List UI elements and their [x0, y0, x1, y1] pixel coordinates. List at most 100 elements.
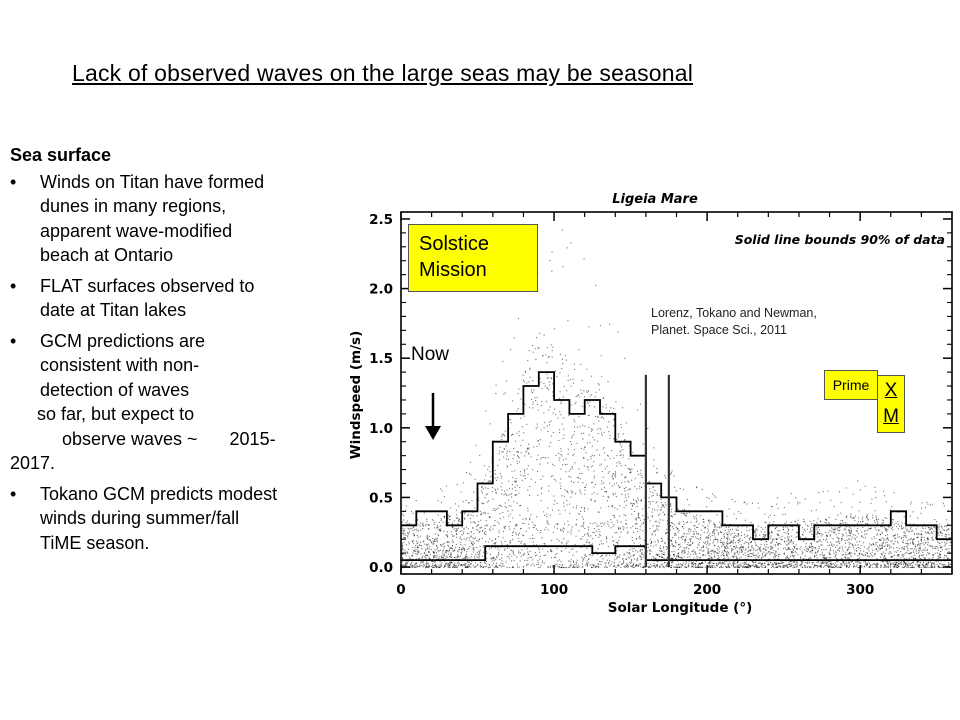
scatter-point [893, 492, 895, 494]
scatter-point [713, 532, 715, 534]
scatter-point [500, 477, 502, 479]
scatter-point [477, 524, 479, 526]
scatter-point [644, 566, 646, 568]
scatter-point [803, 565, 805, 567]
scatter-point [647, 543, 649, 545]
scatter-point [560, 414, 562, 416]
scatter-point [879, 545, 881, 547]
scatter-point [887, 562, 889, 564]
scatter-point [916, 561, 918, 563]
scatter-point [700, 515, 702, 517]
scatter-point [460, 511, 462, 513]
scatter-point [520, 504, 522, 506]
scatter-point [662, 519, 664, 521]
scatter-point [819, 539, 821, 541]
scatter-point [897, 542, 899, 544]
scatter-point [746, 526, 748, 528]
scatter-point [663, 546, 665, 548]
scatter-point [851, 543, 853, 545]
scatter-point [670, 561, 672, 563]
scatter-point [609, 482, 611, 484]
scatter-point [737, 547, 739, 549]
scatter-point [607, 546, 609, 548]
scatter-point [780, 560, 782, 562]
scatter-point [404, 536, 406, 538]
scatter-point [583, 508, 585, 510]
scatter-point [924, 549, 926, 551]
scatter-point [723, 562, 725, 564]
scatter-point [597, 548, 599, 550]
scatter-point [581, 507, 583, 509]
scatter-point [925, 506, 927, 508]
scatter-point [420, 561, 422, 563]
scatter-point [870, 544, 872, 546]
scatter-point [850, 517, 852, 519]
scatter-point [425, 554, 427, 556]
scatter-point [493, 559, 495, 561]
scatter-point [855, 530, 857, 532]
scatter-point [693, 557, 695, 559]
scatter-point [599, 454, 601, 456]
scatter-point [594, 396, 596, 398]
scatter-point [616, 550, 618, 552]
scatter-point [592, 553, 594, 555]
scatter-point [885, 548, 887, 550]
scatter-point [562, 363, 564, 365]
scatter-point [790, 493, 792, 495]
scatter-point [682, 535, 684, 537]
scatter-point [448, 565, 450, 567]
scatter-point [869, 553, 871, 555]
scatter-point [906, 545, 908, 547]
scatter-point [728, 557, 730, 559]
scatter-point [445, 534, 447, 536]
scatter-point [838, 549, 840, 551]
scatter-point [441, 490, 443, 492]
scatter-point [442, 550, 444, 552]
scatter-point [821, 534, 823, 536]
scatter-point [658, 525, 660, 527]
scatter-point [522, 439, 524, 441]
bullet-dunes: • Winds on Titan have formed dunes in ma… [10, 170, 350, 268]
scatter-point [851, 506, 853, 508]
scatter-point [560, 528, 562, 530]
scatter-point [758, 567, 760, 569]
scatter-point [911, 552, 913, 554]
scatter-point [885, 542, 887, 544]
scatter-point [886, 537, 888, 539]
scatter-point [506, 466, 508, 468]
scatter-point [828, 516, 830, 518]
scatter-point [518, 537, 520, 539]
scatter-point [440, 565, 442, 567]
scatter-point [854, 553, 856, 555]
scatter-point [620, 426, 622, 428]
scatter-point [607, 426, 609, 428]
scatter-point [402, 558, 404, 560]
scatter-point [458, 520, 460, 522]
scatter-point [527, 448, 529, 450]
scatter-point [764, 554, 766, 556]
scatter-point [577, 481, 579, 483]
scatter-point [632, 564, 634, 566]
scatter-point [558, 397, 560, 399]
scatter-point [877, 529, 879, 531]
scatter-point [665, 548, 667, 550]
scatter-point [529, 538, 531, 540]
scatter-point [752, 552, 754, 554]
scatter-point [739, 541, 741, 543]
scatter-point [544, 422, 546, 424]
scatter-point [627, 565, 629, 567]
scatter-point [447, 517, 449, 519]
scatter-point [852, 544, 854, 546]
scatter-point [780, 566, 782, 568]
scatter-point [837, 537, 839, 539]
scatter-point [585, 484, 587, 486]
scatter-point [559, 372, 561, 374]
scatter-point [597, 428, 599, 430]
scatter-point [805, 537, 807, 539]
scatter-point [613, 414, 615, 416]
scatter-point [911, 566, 913, 568]
scatter-point [453, 566, 455, 568]
scatter-point [403, 519, 405, 521]
scatter-point [828, 566, 830, 568]
scatter-point [562, 567, 564, 569]
